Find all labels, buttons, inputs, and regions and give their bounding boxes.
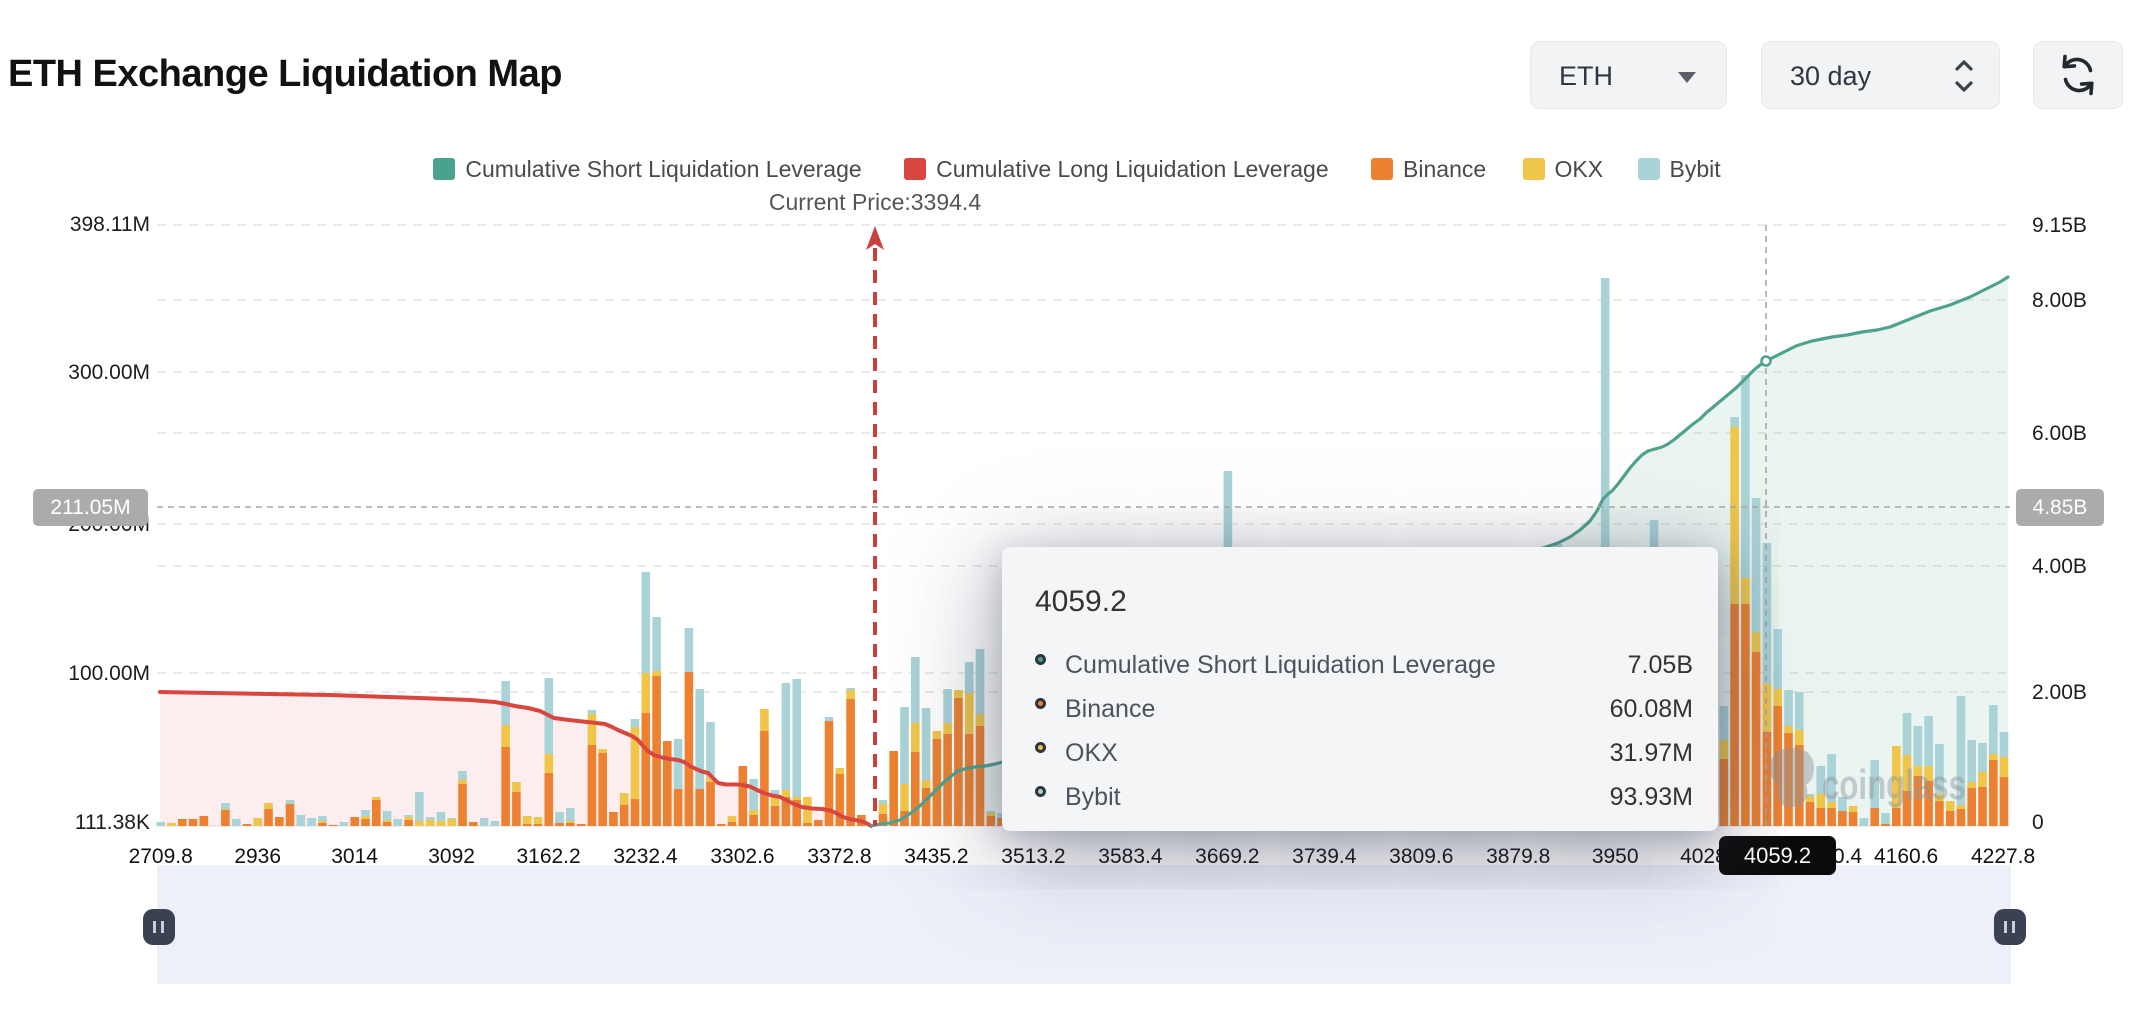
svg-text:398.11M: 398.11M [70, 213, 150, 236]
svg-text:coinglass: coinglass [1822, 761, 1966, 808]
svg-text:9.15B: 9.15B [2032, 214, 2087, 237]
svg-text:3232.4: 3232.4 [613, 845, 678, 868]
svg-text:3739.4: 3739.4 [1292, 845, 1357, 868]
svg-text:2936: 2936 [234, 845, 281, 868]
svg-text:111.38K: 111.38K [75, 811, 150, 834]
svg-text:3879.8: 3879.8 [1486, 845, 1550, 868]
svg-text:0: 0 [2032, 811, 2044, 834]
svg-text:4160.6: 4160.6 [1874, 845, 1938, 868]
svg-text:4227.8: 4227.8 [1971, 845, 2035, 868]
svg-text:3583.4: 3583.4 [1098, 845, 1163, 868]
svg-text:3513.2: 3513.2 [1001, 845, 1065, 868]
svg-text:3950: 3950 [1592, 845, 1639, 868]
svg-text:3092: 3092 [428, 845, 475, 868]
svg-text:3372.8: 3372.8 [807, 845, 871, 868]
svg-text:3162.2: 3162.2 [516, 845, 580, 868]
svg-text:3809.6: 3809.6 [1389, 845, 1453, 868]
svg-text:3014: 3014 [331, 845, 378, 868]
svg-text:300.00M: 300.00M [68, 361, 150, 384]
svg-text:3302.6: 3302.6 [710, 845, 774, 868]
svg-text:100.00M: 100.00M [68, 662, 150, 685]
svg-text:3435.2: 3435.2 [904, 845, 968, 868]
svg-text:6.00B: 6.00B [2032, 422, 2087, 445]
svg-text:4.00B: 4.00B [2032, 555, 2087, 578]
svg-text:3669.2: 3669.2 [1195, 845, 1259, 868]
svg-text:2.00B: 2.00B [2032, 681, 2087, 704]
svg-text:2709.8: 2709.8 [129, 845, 193, 868]
svg-text:8.00B: 8.00B [2032, 289, 2087, 312]
